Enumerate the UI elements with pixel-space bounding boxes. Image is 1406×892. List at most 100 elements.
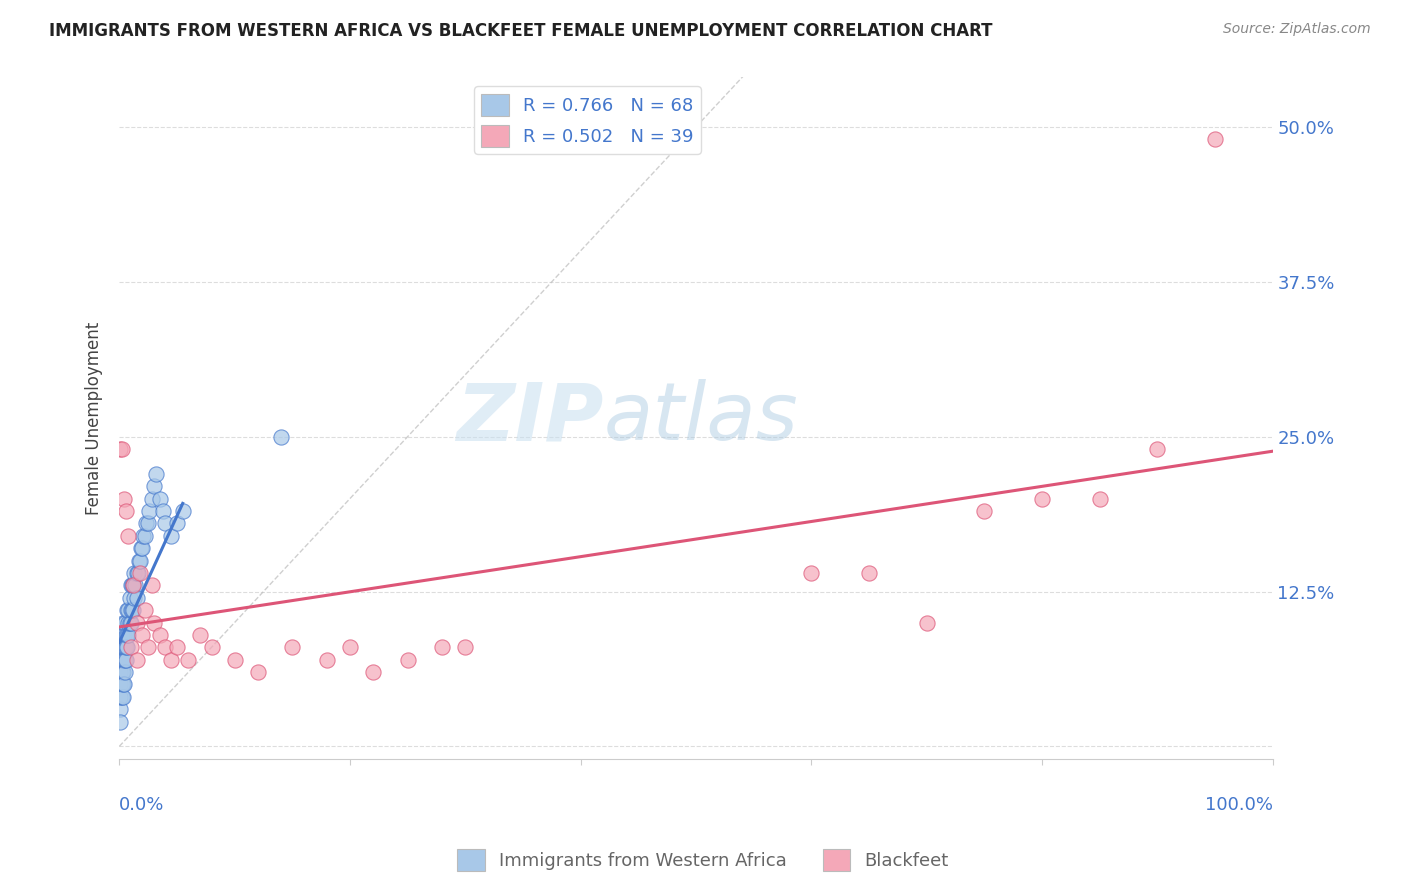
Point	[224, 653, 246, 667]
Point	[136, 516, 159, 531]
Point	[117, 603, 139, 617]
Point	[131, 628, 153, 642]
Point	[141, 491, 163, 506]
Point	[111, 615, 134, 630]
Point	[132, 529, 155, 543]
Text: 100.0%: 100.0%	[1205, 797, 1272, 814]
Point	[339, 640, 361, 655]
Point	[128, 553, 150, 567]
Point	[172, 504, 194, 518]
Point	[125, 591, 148, 605]
Point	[177, 653, 200, 667]
Point	[973, 504, 995, 518]
Point	[114, 653, 136, 667]
Point	[110, 677, 132, 691]
Point	[110, 653, 132, 667]
Point	[122, 603, 145, 617]
Point	[149, 491, 172, 506]
Point	[142, 479, 165, 493]
Point	[270, 430, 292, 444]
Point	[112, 653, 135, 667]
Y-axis label: Female Unemployment: Female Unemployment	[86, 321, 103, 515]
Legend: Immigrants from Western Africa, Blackfeet: Immigrants from Western Africa, Blackfee…	[450, 842, 956, 879]
Point	[129, 541, 152, 556]
Point	[111, 653, 134, 667]
Point	[110, 665, 132, 679]
Point	[114, 640, 136, 655]
Point	[110, 628, 132, 642]
Point	[145, 467, 167, 481]
Point	[134, 529, 156, 543]
Point	[117, 640, 139, 655]
Point	[115, 504, 138, 518]
Point	[115, 640, 138, 655]
Point	[430, 640, 453, 655]
Point	[1088, 491, 1111, 506]
Point	[127, 566, 149, 580]
Point	[110, 690, 132, 704]
Point	[1146, 442, 1168, 456]
Point	[149, 628, 172, 642]
Point	[120, 603, 142, 617]
Text: 0.0%: 0.0%	[120, 797, 165, 814]
Point	[110, 677, 132, 691]
Point	[1031, 491, 1053, 506]
Point	[118, 591, 141, 605]
Point	[129, 553, 152, 567]
Point	[110, 714, 132, 729]
Point	[112, 677, 135, 691]
Point	[117, 628, 139, 642]
Point	[858, 566, 880, 580]
Point	[122, 591, 145, 605]
Point	[915, 615, 938, 630]
Point	[121, 578, 143, 592]
Point	[125, 615, 148, 630]
Point	[166, 640, 188, 655]
Point	[246, 665, 269, 679]
Point	[117, 603, 139, 617]
Point	[141, 578, 163, 592]
Text: IMMIGRANTS FROM WESTERN AFRICA VS BLACKFEET FEMALE UNEMPLOYMENT CORRELATION CHAR: IMMIGRANTS FROM WESTERN AFRICA VS BLACKF…	[49, 22, 993, 40]
Point	[110, 640, 132, 655]
Point	[125, 653, 148, 667]
Point	[281, 640, 304, 655]
Text: atlas: atlas	[603, 379, 799, 457]
Point	[315, 653, 337, 667]
Legend: R = 0.766   N = 68, R = 0.502   N = 39: R = 0.766 N = 68, R = 0.502 N = 39	[474, 87, 700, 154]
Point	[110, 442, 132, 456]
Point	[111, 690, 134, 704]
Point	[117, 615, 139, 630]
Point	[114, 665, 136, 679]
Point	[112, 628, 135, 642]
Point	[110, 702, 132, 716]
Point	[110, 690, 132, 704]
Point	[117, 628, 139, 642]
Point	[136, 640, 159, 655]
Point	[115, 653, 138, 667]
Point	[800, 566, 823, 580]
Point	[160, 529, 183, 543]
Point	[188, 628, 211, 642]
Point	[396, 653, 419, 667]
Point	[122, 566, 145, 580]
Point	[112, 640, 135, 655]
Point	[110, 665, 132, 679]
Point	[135, 516, 157, 531]
Point	[124, 578, 146, 592]
Point	[134, 603, 156, 617]
Text: Source: ZipAtlas.com: Source: ZipAtlas.com	[1223, 22, 1371, 37]
Point	[361, 665, 384, 679]
Point	[155, 516, 177, 531]
Point	[111, 677, 134, 691]
Point	[112, 491, 135, 506]
Point	[122, 578, 145, 592]
Point	[160, 653, 183, 667]
Point	[131, 541, 153, 556]
Text: ZIP: ZIP	[457, 379, 603, 457]
Point	[110, 442, 132, 456]
Point	[152, 504, 174, 518]
Point	[129, 566, 152, 580]
Point	[200, 640, 222, 655]
Point	[118, 615, 141, 630]
Point	[125, 566, 148, 580]
